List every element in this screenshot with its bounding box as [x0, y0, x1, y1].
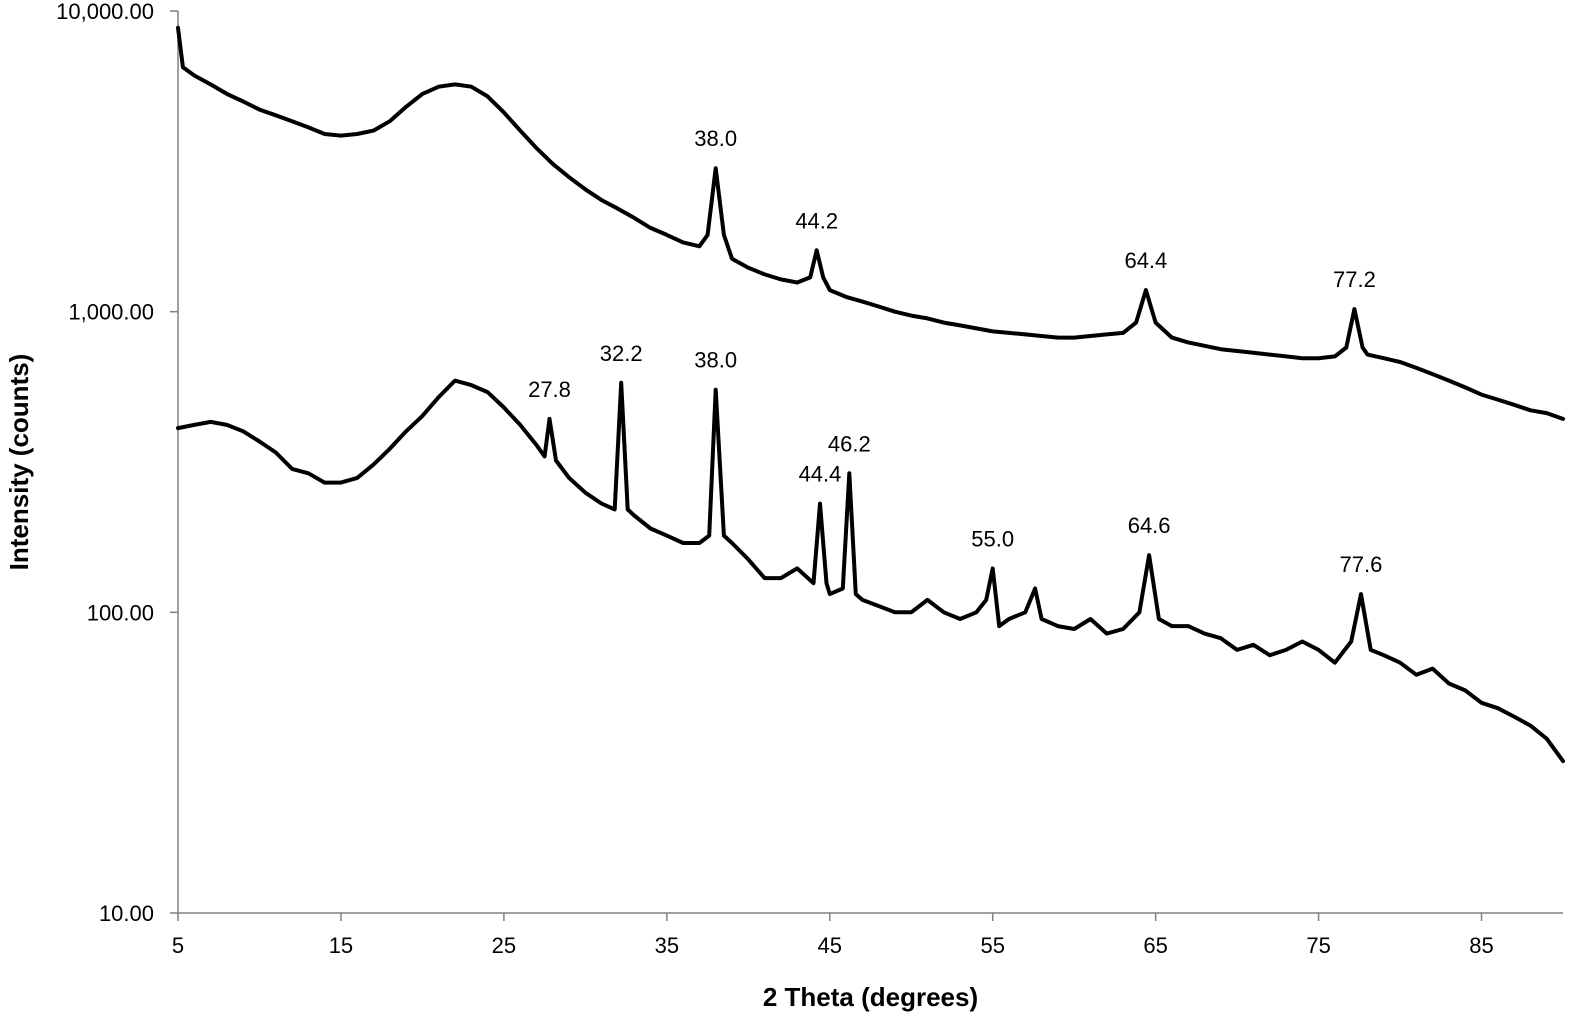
x-tick-label: 75 — [1306, 933, 1330, 958]
x-tick-label: 25 — [492, 933, 516, 958]
series-lower-line — [176, 378, 1565, 764]
peak-label: 64.6 — [1128, 513, 1171, 538]
peak-annotations: 38.0 44.2 64.4 77.2 27.8 32.2 38.0 44.4 46.2 55.0… — [528, 126, 1382, 577]
x-tick-label: 35 — [655, 933, 679, 958]
x-tick-label: 45 — [818, 933, 842, 958]
y-tick-label: 10.00 — [99, 901, 154, 926]
series-group — [176, 25, 1565, 764]
peak-label: 27.8 — [528, 377, 571, 402]
y-ticks: 10.00 100.00 1,000.00 10,000.00 — [56, 0, 178, 926]
y-axis-title: Intensity (counts) — [4, 354, 34, 571]
x-tick-label: 65 — [1143, 933, 1167, 958]
y-tick-label: 1,000.00 — [68, 300, 154, 325]
x-tick-label: 15 — [329, 933, 353, 958]
x-ticks: 5 15 25 35 45 55 65 75 85 — [172, 913, 1494, 958]
peak-label: 44.2 — [795, 208, 838, 233]
x-tick-label: 5 — [172, 933, 184, 958]
peak-label: 44.4 — [799, 462, 842, 487]
y-tick-label: 100.00 — [87, 600, 154, 625]
axes — [177, 11, 1563, 914]
peak-label: 64.4 — [1124, 248, 1167, 273]
peak-label: 46.2 — [828, 431, 871, 456]
x-tick-label: 85 — [1469, 933, 1493, 958]
peak-label: 77.2 — [1333, 267, 1376, 292]
peak-label: 55.0 — [971, 526, 1014, 551]
peak-label: 38.0 — [694, 126, 737, 151]
x-tick-label: 55 — [980, 933, 1004, 958]
series-upper-line — [176, 25, 1565, 421]
peak-label: 32.2 — [600, 341, 643, 366]
x-axis-title: 2 Theta (degrees) — [763, 982, 978, 1012]
peak-label: 38.0 — [694, 348, 737, 373]
y-tick-label: 10,000.00 — [56, 0, 154, 24]
peak-label: 77.6 — [1340, 552, 1383, 577]
